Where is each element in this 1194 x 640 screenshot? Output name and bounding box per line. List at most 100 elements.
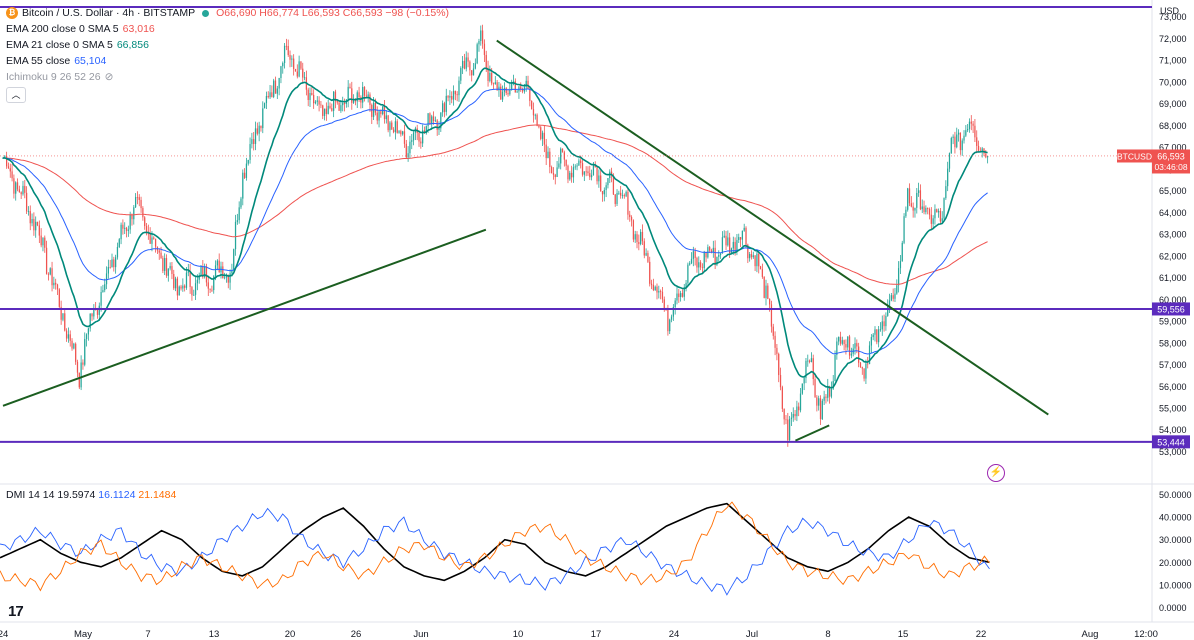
candle-body <box>438 128 440 130</box>
time-tick-label: May <box>74 629 92 640</box>
dmi-value-2: 16.1124 <box>98 489 136 501</box>
candle-body <box>763 276 765 298</box>
candle-body <box>402 131 404 135</box>
candle-body <box>474 63 476 69</box>
candle-body <box>378 111 380 121</box>
candle-body <box>867 363 869 365</box>
candle-body <box>153 237 155 239</box>
candle-body <box>967 128 969 131</box>
candle-body <box>679 293 682 298</box>
time-tick-label: 12:00 <box>1134 629 1158 640</box>
candle-body <box>560 148 562 164</box>
ema200-row[interactable]: EMA 200 close 0 SMA 5 63,016 <box>6 21 449 37</box>
candle-body <box>211 289 213 291</box>
candle-body <box>343 102 346 105</box>
candle-body <box>576 165 578 167</box>
candle-body <box>36 221 39 226</box>
ema21-value: 66,856 <box>116 39 149 51</box>
candle-body <box>245 163 248 178</box>
price-tick-label: 69,000 <box>1159 99 1187 109</box>
candle-body <box>605 185 607 190</box>
candle-body <box>293 58 295 70</box>
candle-body <box>818 398 820 406</box>
candle-body <box>512 81 515 83</box>
dmi-legend[interactable]: DMI 14 14 19.5974 16.1124 21.1484 <box>6 489 176 501</box>
price-tick-label: 61,000 <box>1159 273 1187 283</box>
hidden-eye-icon[interactable]: ⊘ <box>104 71 114 83</box>
ema21-row[interactable]: EMA 21 close 0 SMA 5 66,856 <box>6 37 449 53</box>
currency-label: USD <box>1160 6 1180 16</box>
time-axis[interactable]: 24 May 7 13 20 26 Jun 10 17 24 Jul 8 15 22 Aug 12:00 <box>0 629 1158 640</box>
candle-body <box>585 171 587 173</box>
candle-body <box>451 96 453 100</box>
candle-body <box>131 214 133 220</box>
candle-body <box>750 254 753 258</box>
candle-body <box>105 273 108 285</box>
candle-body <box>443 103 446 112</box>
candle-body <box>76 361 79 373</box>
candle-body <box>976 137 978 146</box>
candle-body <box>776 347 778 354</box>
candle-body <box>289 54 291 60</box>
flash-icon[interactable]: ⚡ <box>987 464 1005 482</box>
candle-body <box>31 218 33 224</box>
candle-body <box>729 237 731 254</box>
symbol-row[interactable]: ₿ Bitcoin / U.S. Dollar · 4h · BITSTAMP … <box>6 5 449 21</box>
ema55-row[interactable]: EMA 55 close 65,104 <box>6 53 449 69</box>
candle-body <box>650 283 653 285</box>
symbol-title[interactable]: Bitcoin / U.S. Dollar · 4h · BITSTAMP <box>22 7 196 19</box>
candle-body <box>721 237 724 254</box>
candle-body <box>778 353 780 376</box>
candle-body <box>963 135 965 141</box>
candle-body <box>954 136 956 148</box>
candle-body <box>178 286 180 296</box>
candle-body <box>69 334 71 341</box>
dmi-tick-label: 30.0000 <box>1159 535 1192 545</box>
candle-body <box>91 313 93 317</box>
candle-body <box>87 328 90 335</box>
candle-body <box>520 86 522 90</box>
candle-body <box>425 126 427 134</box>
candle-body <box>756 253 758 267</box>
dmi-tick-label: 10.0000 <box>1159 580 1192 590</box>
candle-body <box>20 192 22 195</box>
candle-body <box>792 413 794 418</box>
ema21-label: EMA 21 close 0 SMA 5 <box>6 39 113 51</box>
candle-body <box>394 121 397 133</box>
candle-body <box>779 375 782 388</box>
candle-body <box>73 343 75 349</box>
candle-body <box>142 208 144 218</box>
candle-body <box>347 86 349 100</box>
candle-body <box>385 115 387 120</box>
candle-body <box>332 91 335 111</box>
candle-body <box>897 268 900 286</box>
candle-body <box>322 105 324 116</box>
price-tick-label: 64,000 <box>1159 208 1187 218</box>
candle-body <box>565 159 567 166</box>
candle-body <box>191 286 193 296</box>
ema-lines <box>2 67 988 389</box>
candle-body <box>694 251 696 258</box>
candle-body <box>543 132 546 145</box>
candle-body <box>496 82 498 91</box>
symbol-tag-label: BTCUSD <box>1117 151 1152 161</box>
candle-body <box>225 275 228 278</box>
horizontal-levels[interactable] <box>0 6 1152 443</box>
pane-separator[interactable] <box>0 483 1194 623</box>
candle-body <box>336 101 338 103</box>
tradingview-logo-icon[interactable]: 17 <box>8 603 24 620</box>
candle-body <box>749 254 751 259</box>
dmi-axis[interactable]: 50.0000 40.0000 30.0000 20.0000 10.0000 0.000… <box>1159 490 1192 613</box>
candle-body <box>454 90 456 95</box>
candle-body <box>154 238 157 247</box>
candle-body <box>476 44 478 64</box>
candle-body <box>213 276 215 291</box>
ichimoku-row[interactable]: Ichimoku 9 26 52 26 ⊘ <box>6 69 449 85</box>
trendlines[interactable] <box>2 39 1049 442</box>
candle-body <box>632 220 635 240</box>
candle-body <box>961 140 963 151</box>
candle-body <box>986 155 989 158</box>
candle-body <box>845 344 847 348</box>
collapse-legend-button[interactable]: ︿ <box>6 87 26 103</box>
